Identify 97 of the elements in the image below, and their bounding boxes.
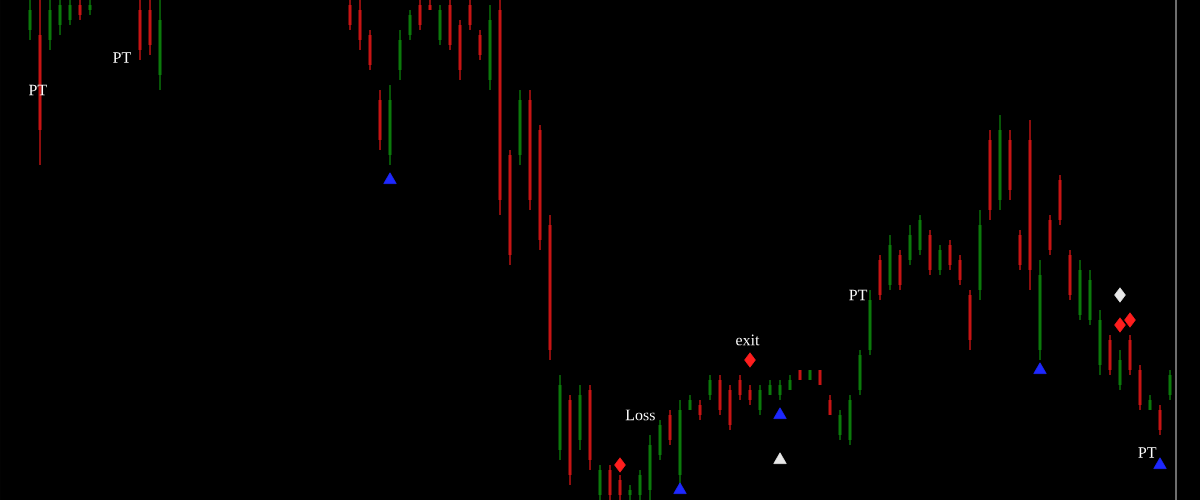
candlestick (618, 474, 622, 500)
candlestick (478, 29, 482, 61)
point (1114, 317, 1126, 333)
candlestick (888, 234, 892, 291)
candlestick (878, 254, 882, 301)
candlestick (458, 19, 462, 81)
candlestick (1088, 269, 1092, 326)
candlestick (488, 4, 492, 91)
candlestick (778, 379, 782, 401)
candlestick (658, 419, 662, 461)
candlestick (918, 214, 922, 256)
candlestick (708, 374, 712, 401)
point (1033, 362, 1047, 374)
candlestick (538, 124, 542, 251)
candlestick (508, 149, 512, 266)
candlestick (908, 224, 912, 266)
candlestick (648, 434, 652, 500)
candlestick (938, 244, 942, 276)
candlestick (558, 374, 562, 461)
candlestick (988, 129, 992, 221)
annotation: PT (1138, 447, 1157, 458)
candlestick (1028, 119, 1032, 291)
candlestick (1008, 129, 1012, 201)
candlestick (58, 0, 62, 36)
candlestick (1038, 259, 1042, 361)
point (1153, 457, 1167, 469)
candlestick (1018, 229, 1022, 271)
candlestick (628, 484, 632, 500)
candlestick (578, 384, 582, 451)
candlestick (638, 469, 642, 500)
candlestick (1058, 174, 1062, 226)
candlestick (518, 89, 522, 166)
candlestick (598, 464, 602, 500)
candlestick (968, 289, 972, 351)
candlestick (928, 229, 932, 276)
candlestick (1078, 259, 1082, 321)
candlestick (368, 29, 372, 71)
candlestick (848, 394, 852, 446)
candlestick (378, 89, 382, 151)
candlestick (88, 0, 92, 16)
candlestick (398, 29, 402, 81)
candlestick (438, 4, 442, 46)
candlestick (738, 374, 742, 401)
candlestick (468, 0, 472, 31)
candlestick (448, 0, 452, 51)
candlestick (138, 0, 142, 61)
point (744, 352, 756, 368)
candlestick (418, 0, 422, 31)
candlestick (758, 384, 762, 416)
candlestick (898, 249, 902, 291)
candlestick (868, 289, 872, 356)
candlestick (28, 0, 32, 41)
candlestick (1168, 369, 1172, 401)
candlestick (1128, 334, 1132, 376)
candlestick (728, 384, 732, 431)
candlestick (528, 89, 532, 211)
candlestick (838, 409, 842, 441)
candlestick (48, 0, 52, 51)
candlestick (78, 0, 82, 21)
candlestick (498, 0, 502, 216)
candlestick (388, 84, 392, 166)
point (773, 452, 787, 464)
candlestick (68, 0, 72, 26)
candlestick (1098, 309, 1102, 376)
candlestick (158, 0, 162, 91)
candlestick (978, 209, 982, 301)
candlestick (548, 214, 552, 361)
candlestick (828, 394, 832, 416)
candlestick (668, 409, 672, 446)
candlestick (748, 384, 752, 406)
candlestick (1108, 334, 1112, 376)
point (614, 457, 626, 473)
candlestick (1118, 349, 1122, 391)
point (1114, 287, 1126, 303)
candlestick (568, 394, 572, 486)
annotation: Loss (625, 409, 655, 421)
candlestick (588, 384, 592, 471)
candlestick (358, 0, 362, 51)
candlestick (858, 349, 862, 396)
candlestick (1068, 249, 1072, 301)
candlestick (348, 0, 352, 31)
candlestick (408, 9, 412, 41)
candlestick (608, 464, 612, 500)
annotation: PT (849, 289, 868, 301)
annotation: PT (113, 52, 131, 63)
candlestick (998, 114, 1002, 211)
candlestick (1048, 214, 1052, 256)
candlestick (1158, 404, 1162, 436)
candlestick (718, 374, 722, 416)
point (1124, 312, 1136, 328)
candlestick (948, 239, 952, 271)
annotation: exit (736, 334, 760, 346)
point (773, 407, 787, 419)
candlestick (1138, 364, 1142, 411)
candlestick (958, 254, 962, 286)
candlestick (148, 0, 152, 56)
candlestick (698, 399, 702, 421)
